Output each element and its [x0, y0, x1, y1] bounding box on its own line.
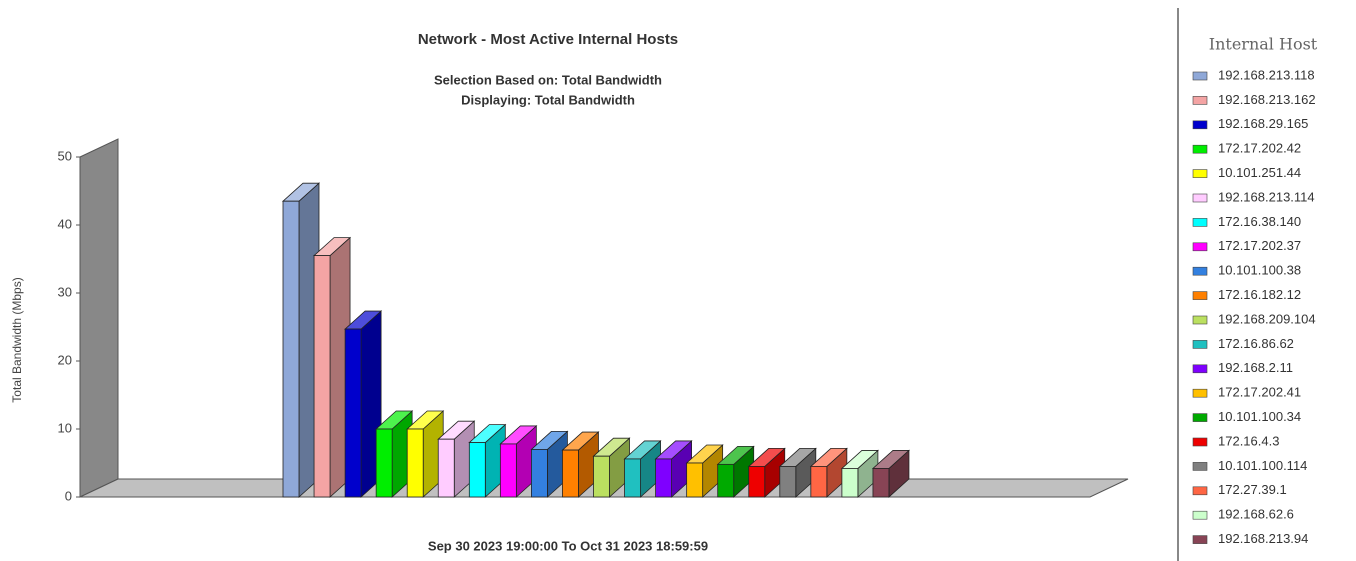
bar — [499, 425, 538, 498]
legend-swatch — [1192, 120, 1208, 130]
bar-front — [282, 200, 300, 498]
legend-label: 172.17.202.37 — [1218, 238, 1301, 253]
bar-front — [468, 442, 486, 498]
legend-swatch — [1192, 144, 1208, 154]
legend-label: 10.101.100.114 — [1218, 458, 1307, 473]
y-tick-label: 10 — [58, 420, 72, 435]
y-tick-label: 50 — [58, 148, 72, 163]
legend-label: 192.168.213.94 — [1218, 531, 1308, 546]
y-tick-label: 0 — [65, 488, 72, 503]
bar-front — [344, 328, 362, 498]
bar — [716, 445, 755, 498]
legend-label: 10.101.251.44 — [1218, 165, 1301, 180]
legend-swatch — [1192, 242, 1208, 252]
legend-label: 192.168.29.165 — [1218, 116, 1308, 131]
y-axis-label: Total Bandwidth (Mbps) — [10, 277, 24, 402]
legend-label: 172.17.202.42 — [1218, 141, 1301, 156]
legend-swatch — [1192, 169, 1208, 178]
legend-swatch — [1192, 340, 1208, 349]
bar — [747, 447, 786, 498]
legend-swatch — [1192, 535, 1208, 544]
legend-label: 192.168.2.11 — [1218, 360, 1293, 375]
bar-front — [655, 458, 672, 498]
bar — [809, 447, 848, 498]
bar — [778, 447, 817, 498]
y-tick-label: 20 — [58, 352, 72, 367]
legend-label: 172.27.39.1 — [1218, 482, 1287, 497]
legend-swatch — [1192, 510, 1208, 520]
chart-subtitle: Selection Based on: Total Bandwidth — [434, 72, 662, 87]
legend-swatch — [1192, 193, 1208, 203]
legend-swatch — [1192, 218, 1208, 227]
bar — [840, 449, 879, 498]
legend-swatch — [1192, 437, 1208, 447]
y-tick-label: 40 — [58, 216, 72, 231]
bar — [685, 444, 724, 498]
bar-front — [872, 468, 890, 498]
bar — [406, 410, 445, 498]
bar-front — [810, 465, 828, 498]
legend-swatch — [1192, 388, 1208, 398]
y-tick-label: 30 — [58, 284, 72, 299]
bar-front — [406, 428, 424, 498]
back-wall — [79, 138, 119, 498]
legend-swatch — [1192, 364, 1208, 374]
bar-front — [686, 462, 704, 498]
legend-swatch — [1192, 413, 1208, 422]
bar-front — [375, 428, 393, 498]
bar — [313, 236, 352, 498]
legend-label: 192.168.62.6 — [1218, 507, 1294, 522]
legend-label: 172.16.86.62 — [1218, 336, 1294, 351]
legend-label: 192.168.213.118 — [1218, 67, 1315, 82]
legend-swatch — [1192, 96, 1208, 105]
legend-label: 172.16.182.12 — [1218, 287, 1301, 302]
bar-front — [531, 448, 548, 498]
legend-label: 10.101.100.38 — [1218, 263, 1301, 278]
bar — [623, 440, 662, 498]
bar-front — [437, 438, 455, 498]
bar — [344, 310, 383, 498]
legend-label: 172.17.202.41 — [1218, 385, 1301, 400]
legend-title: Internal Host — [1209, 35, 1318, 54]
legend-label: 192.168.209.104 — [1218, 311, 1316, 326]
bar-front — [717, 463, 735, 498]
chart-title: Network - Most Active Internal Hosts — [418, 31, 678, 48]
bar-front — [593, 455, 610, 498]
bar-front — [624, 458, 641, 498]
x-axis-label: Sep 30 2023 19:00:00 To Oct 31 2023 18:5… — [428, 538, 708, 553]
legend-label: 172.16.38.140 — [1218, 214, 1301, 229]
legend-label: 10.101.100.34 — [1218, 409, 1301, 424]
bar-front — [841, 468, 859, 498]
legend-swatch — [1192, 291, 1208, 300]
legend-swatch — [1192, 486, 1208, 496]
bar-front — [748, 465, 766, 498]
bar — [871, 449, 910, 498]
legend-swatch — [1192, 462, 1208, 471]
legend-label: 172.16.4.3 — [1218, 433, 1279, 448]
legend-swatch — [1192, 315, 1208, 325]
bar-front — [313, 255, 331, 498]
bar-front — [779, 465, 797, 498]
legend-label: 192.168.213.114 — [1218, 189, 1315, 204]
legend-swatch — [1192, 266, 1208, 276]
legend-swatch — [1192, 71, 1208, 81]
chart-subtitle: Displaying: Total Bandwidth — [461, 92, 635, 107]
legend-label: 192.168.213.162 — [1218, 92, 1316, 107]
bar — [281, 182, 321, 498]
bar-front — [562, 449, 579, 498]
bar-front — [499, 443, 517, 498]
bar — [375, 410, 414, 498]
